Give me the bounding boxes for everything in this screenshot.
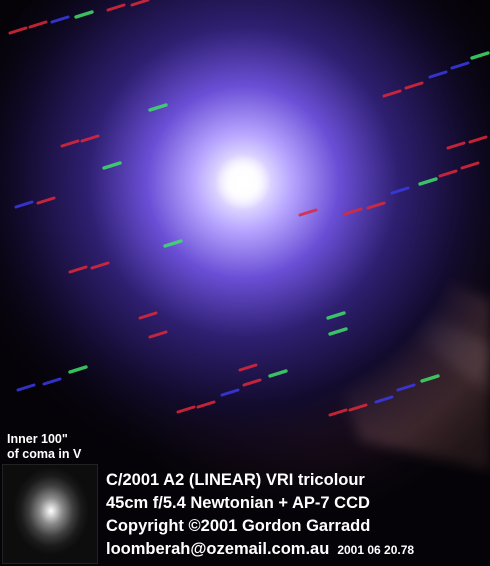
star-trail [90, 261, 110, 270]
star-trail [60, 139, 80, 148]
caption-email: loomberah@ozemail.com.au [106, 540, 330, 558]
star-trail [220, 388, 240, 397]
star-trail [176, 405, 196, 414]
caption-copyright: Copyright ©2001 Gordon Garradd [106, 517, 371, 535]
star-trail [460, 161, 480, 170]
star-trail [130, 0, 150, 7]
star-trails [8, 0, 490, 417]
star-trail [396, 383, 416, 392]
star-trail [420, 374, 440, 383]
star-trail [446, 141, 466, 150]
star-trail [374, 395, 394, 404]
star-trail [50, 15, 70, 24]
star-trail [8, 26, 28, 35]
star-trail [28, 20, 48, 29]
star-trail [163, 239, 183, 248]
comet-coma [0, 0, 490, 475]
observation-date: 2001 06 20.78 [337, 543, 415, 557]
star-trail [298, 208, 318, 217]
star-trail [343, 207, 363, 216]
star-trail [36, 196, 56, 205]
star-trail [42, 377, 62, 386]
caption-contact: loomberah@ozemail.com.au 2001 06 20.78 [106, 538, 414, 562]
star-trail [16, 383, 36, 392]
star-trail [148, 330, 168, 339]
star-trail [382, 89, 402, 98]
star-trail [106, 3, 126, 12]
star-trail [418, 177, 438, 186]
star-trail [438, 169, 458, 178]
star-trail [390, 186, 410, 195]
star-trail [450, 61, 470, 70]
star-trail [14, 200, 34, 209]
star-trail [148, 103, 168, 112]
inner-coma-inset [2, 464, 98, 564]
caption-instrument: 45cm f/5.4 Newtonian + AP-7 CCD [106, 494, 370, 512]
star-trail [196, 400, 216, 409]
star-trail [268, 369, 288, 378]
comet-nucleus [215, 154, 271, 210]
star-trail [80, 134, 100, 143]
star-trail [68, 265, 88, 274]
star-trail [74, 10, 94, 19]
star-trail [470, 51, 490, 60]
star-trail [238, 363, 258, 372]
star-trail [328, 408, 348, 417]
star-trail [428, 70, 448, 79]
image-caption: C/2001 A2 (LINEAR) VRI tricolour 45cm f/… [106, 469, 414, 562]
star-trail [366, 201, 386, 210]
star-trail [348, 403, 368, 412]
star-trail [242, 378, 262, 387]
star-trail [468, 135, 488, 144]
inset-label-line1: Inner 100" [7, 432, 68, 446]
star-trail [326, 311, 346, 320]
star-trail [102, 161, 122, 170]
inset-label-line2: of coma in V [7, 447, 82, 461]
star-trail [68, 365, 88, 374]
star-trail [404, 81, 424, 90]
star-trail [328, 327, 348, 336]
caption-title: C/2001 A2 (LINEAR) VRI tricolour [106, 471, 365, 489]
star-trail [138, 311, 158, 320]
